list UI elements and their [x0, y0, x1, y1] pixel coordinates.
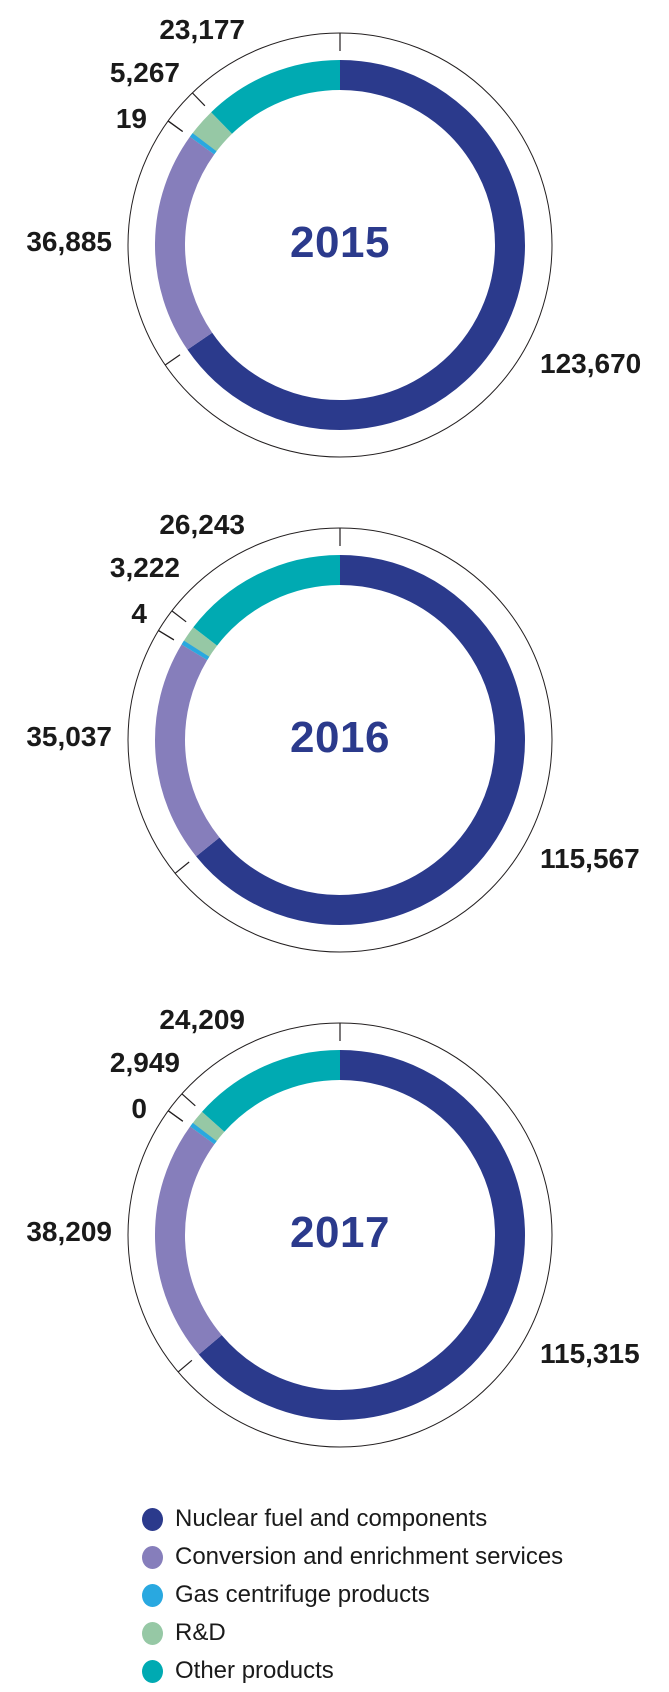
value-label-other-products: 24,209	[159, 1004, 245, 1035]
donut-chart-2015: 2015 23,177 5,267 19 36,885 123,670	[0, 0, 669, 495]
donut-ring-2015	[127, 32, 553, 458]
segment-conversion	[155, 644, 220, 857]
legend-bullet-rnd	[142, 1621, 163, 1645]
value-label-nuclear-fuel: 115,315	[540, 1338, 640, 1369]
legend-item-gas-centrifuge: Gas centrifuge products	[142, 1583, 669, 1607]
value-label-gas-centrifuge: 4	[131, 598, 147, 629]
legend-bullet-conversion	[142, 1545, 163, 1569]
value-label-rnd: 2,949	[109, 1047, 180, 1078]
segment-conversion	[155, 1126, 222, 1355]
chart-year-label: 2016	[290, 713, 390, 762]
segment-other	[211, 60, 341, 134]
chart-year-label: 2015	[290, 218, 390, 267]
legend: Nuclear fuel and components Conversion a…	[0, 1485, 669, 1683]
tick-mark	[174, 861, 190, 874]
segment-gas	[190, 1122, 217, 1145]
value-label-rnd: 3,222	[109, 552, 180, 583]
legend-item-rnd: R&D	[142, 1621, 669, 1645]
value-label-other-products: 23,177	[159, 14, 245, 45]
legend-item-other-products: Other products	[142, 1659, 669, 1683]
legend-label: Nuclear fuel and components	[175, 1505, 488, 1532]
segment-gas	[189, 133, 217, 155]
value-label-other-products: 26,243	[159, 509, 245, 540]
tick-mark	[177, 1359, 193, 1373]
value-label-conversion: 35,037	[26, 721, 112, 752]
value-label-gas-centrifuge: 0	[131, 1093, 147, 1124]
tick-mark	[164, 354, 181, 366]
donut-ring-2016	[127, 527, 553, 953]
value-label-nuclear-fuel: 123,670	[540, 348, 642, 379]
tick-mark	[167, 1110, 184, 1122]
tick-mark	[158, 629, 175, 641]
value-label-gas-centrifuge: 19	[115, 103, 147, 134]
segment-rnd	[190, 112, 233, 155]
legend-label: Other products	[175, 1657, 334, 1684]
tick-mark	[167, 120, 184, 132]
chart-year-label: 2017	[290, 1208, 390, 1257]
tick-mark	[191, 92, 206, 107]
segment-other	[193, 555, 341, 646]
segment-gas	[181, 640, 210, 661]
tick-mark	[181, 1093, 196, 1107]
segment-nuclear	[198, 1050, 525, 1420]
segment-nuclear	[187, 60, 525, 430]
segment-conversion	[155, 136, 215, 350]
donut-chart-2016: 2016 26,243 3,222 4 35,037 115,567	[0, 495, 669, 990]
legend-item-nuclear-fuel: Nuclear fuel and components	[142, 1507, 669, 1531]
value-label-nuclear-fuel: 115,567	[540, 843, 640, 874]
legend-label: R&D	[175, 1619, 226, 1646]
segment-nuclear	[196, 555, 525, 925]
legend-item-conversion: Conversion and enrichment services	[142, 1545, 669, 1569]
donut-chart-2017: 2017 24,209 2,949 0 38,209 115,315	[0, 990, 669, 1485]
donut-ring-2017	[127, 1022, 553, 1448]
legend-bullet-other-products	[142, 1659, 163, 1683]
value-label-conversion: 36,885	[26, 226, 112, 257]
legend-label: Conversion and enrichment services	[175, 1543, 564, 1570]
value-label-conversion: 38,209	[26, 1216, 112, 1247]
legend-bullet-gas-centrifuge	[142, 1583, 163, 1607]
value-label-rnd: 5,267	[109, 57, 180, 88]
segment-other	[202, 1050, 341, 1132]
legend-bullet-nuclear-fuel	[142, 1507, 163, 1531]
legend-label: Gas centrifuge products	[175, 1581, 430, 1608]
tick-mark	[171, 610, 187, 623]
